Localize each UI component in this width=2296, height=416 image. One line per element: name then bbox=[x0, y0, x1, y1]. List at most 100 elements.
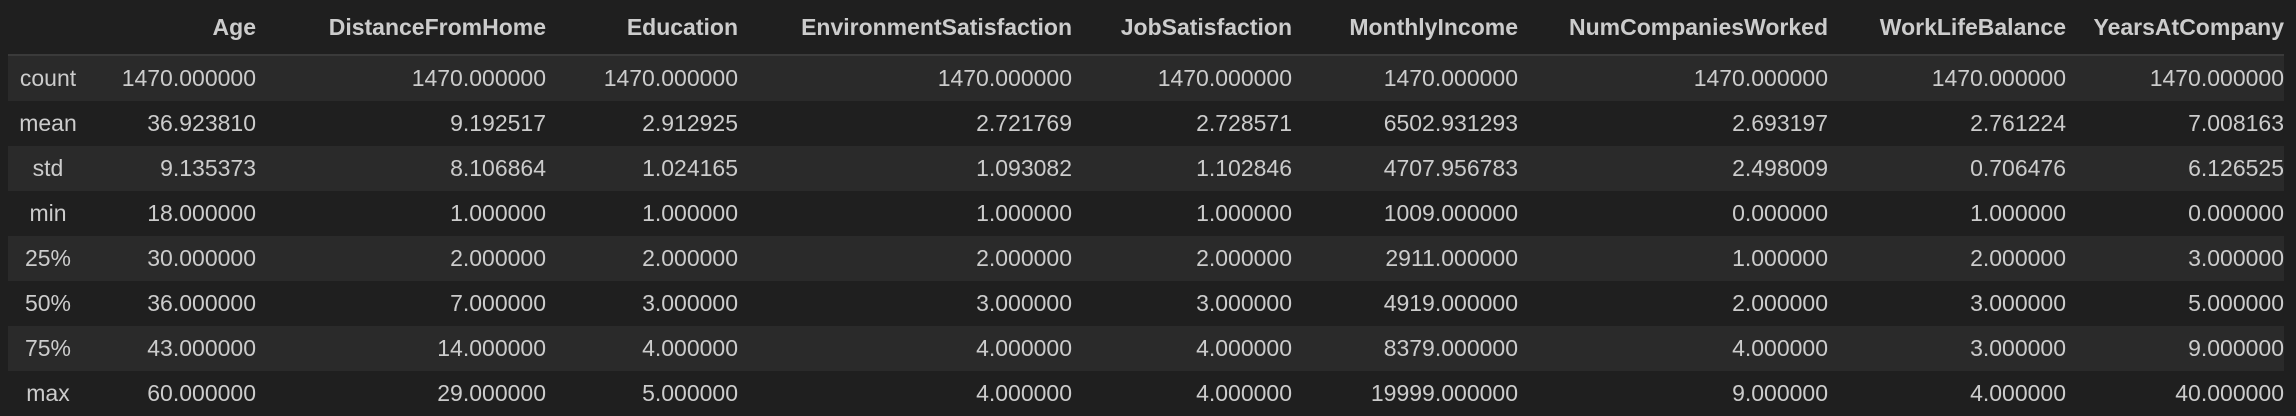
row-index-label: 50% bbox=[24, 290, 72, 316]
column-header-work-life-balance: WorkLifeBalance bbox=[1828, 0, 2066, 56]
row-index-label: 75% bbox=[24, 335, 72, 361]
table-cell: 36.923810 bbox=[147, 110, 256, 136]
table-cell: 0.000000 bbox=[2188, 200, 2284, 226]
table-cell: 4.000000 bbox=[976, 380, 1072, 406]
table-cell: 1470.000000 bbox=[1383, 65, 1518, 91]
table-cell: 8.106864 bbox=[450, 155, 546, 181]
table-cell: 1470.000000 bbox=[1693, 65, 1828, 91]
table-cell: 2.912925 bbox=[642, 110, 738, 136]
table-row: std 9.135373 8.106864 1.024165 1.093082 1.102… bbox=[8, 146, 2284, 191]
row-index-label: mean bbox=[19, 110, 77, 136]
table-cell: 1470.000000 bbox=[411, 65, 546, 91]
table-cell: 4.000000 bbox=[1196, 335, 1292, 361]
table-cell: 0.000000 bbox=[1732, 200, 1828, 226]
table-row: 50% 36.000000 7.000000 3.000000 3.000000 3.00… bbox=[8, 281, 2284, 326]
table-cell: 3.000000 bbox=[2188, 245, 2284, 271]
table-cell: 9.000000 bbox=[1732, 380, 1828, 406]
table-cell: 1470.000000 bbox=[121, 65, 256, 91]
table-cell: 2.721769 bbox=[976, 110, 1072, 136]
table-cell: 5.000000 bbox=[2188, 290, 2284, 316]
table-cell: 2.000000 bbox=[976, 245, 1072, 271]
table-row: count 1470.000000 1470.000000 1470.000000 14… bbox=[8, 55, 2284, 101]
table-cell: 4707.956783 bbox=[1383, 155, 1518, 181]
table-cell: 29.000000 bbox=[437, 380, 546, 406]
column-header-age: Age bbox=[88, 0, 256, 56]
table-cell: 3.000000 bbox=[642, 290, 738, 316]
table-cell: 3.000000 bbox=[1196, 290, 1292, 316]
table-cell: 2.693197 bbox=[1732, 110, 1828, 136]
table-cell: 0.706476 bbox=[1970, 155, 2066, 181]
column-header-environment-satisfaction: EnvironmentSatisfaction bbox=[738, 0, 1072, 56]
table-cell: 2.000000 bbox=[450, 245, 546, 271]
table-cell: 4.000000 bbox=[642, 335, 738, 361]
row-index-label: max bbox=[26, 380, 70, 406]
table-cell: 14.000000 bbox=[437, 335, 546, 361]
table-cell: 8379.000000 bbox=[1383, 335, 1518, 361]
table-cell: 1.000000 bbox=[1732, 245, 1828, 271]
table-cell: 3.000000 bbox=[976, 290, 1072, 316]
table-row: mean 36.923810 9.192517 2.912925 2.721769 2.7… bbox=[8, 101, 2284, 146]
index-header bbox=[8, 0, 88, 56]
table-cell: 9.135373 bbox=[160, 155, 256, 181]
table-row: max 60.000000 29.000000 5.000000 4.000000 4.0… bbox=[8, 371, 2284, 416]
table-cell: 36.000000 bbox=[147, 290, 256, 316]
table-row: 75% 43.000000 14.000000 4.000000 4.000000 4.0… bbox=[8, 326, 2284, 371]
table-cell: 5.000000 bbox=[642, 380, 738, 406]
table-cell: 9.192517 bbox=[450, 110, 546, 136]
table-cell: 4.000000 bbox=[1970, 380, 2066, 406]
table-cell: 3.000000 bbox=[1970, 290, 2066, 316]
table-cell: 60.000000 bbox=[147, 380, 256, 406]
table-cell: 1009.000000 bbox=[1383, 200, 1518, 226]
table-cell: 19999.000000 bbox=[1370, 380, 1518, 406]
table-cell: 2.000000 bbox=[642, 245, 738, 271]
column-header-job-satisfaction: JobSatisfaction bbox=[1072, 0, 1292, 56]
column-header-distance-from-home: DistanceFromHome bbox=[256, 0, 546, 56]
table-cell: 2.761224 bbox=[1970, 110, 2066, 136]
table-cell: 1.102846 bbox=[1196, 155, 1292, 181]
table-cell: 3.000000 bbox=[1970, 335, 2066, 361]
table-cell: 1.093082 bbox=[976, 155, 1072, 181]
table-cell: 1.024165 bbox=[642, 155, 738, 181]
column-header-education: Education bbox=[546, 0, 738, 56]
describe-table: Age DistanceFromHome Education Environme… bbox=[8, 0, 2284, 416]
table-cell: 2.498009 bbox=[1732, 155, 1828, 181]
table-cell: 7.000000 bbox=[450, 290, 546, 316]
table-cell: 1470.000000 bbox=[603, 65, 738, 91]
table-cell: 18.000000 bbox=[147, 200, 256, 226]
table-cell: 1.000000 bbox=[450, 200, 546, 226]
table-cell: 1470.000000 bbox=[937, 65, 1072, 91]
table-cell: 1470.000000 bbox=[2149, 65, 2284, 91]
table-cell: 2.000000 bbox=[1196, 245, 1292, 271]
table-cell: 30.000000 bbox=[147, 245, 256, 271]
table-cell: 43.000000 bbox=[147, 335, 256, 361]
table-row: min 18.000000 1.000000 1.000000 1.000000 1.00… bbox=[8, 191, 2284, 236]
column-header-monthly-income: MonthlyIncome bbox=[1292, 0, 1518, 56]
table-cell: 1.000000 bbox=[642, 200, 738, 226]
table-cell: 2.000000 bbox=[1970, 245, 2066, 271]
table-header: Age DistanceFromHome Education Environme… bbox=[8, 0, 2284, 56]
table-cell: 2.000000 bbox=[1732, 290, 1828, 316]
table-cell: 1.000000 bbox=[976, 200, 1072, 226]
header-row: Age DistanceFromHome Education Environme… bbox=[8, 0, 2284, 56]
table-cell: 2911.000000 bbox=[1385, 245, 1518, 271]
table-cell: 6.126525 bbox=[2188, 155, 2284, 181]
table-body: count 1470.000000 1470.000000 1470.000000 14… bbox=[8, 55, 2284, 416]
table-cell: 1.000000 bbox=[1196, 200, 1292, 226]
table-cell: 9.000000 bbox=[2188, 335, 2284, 361]
table-cell: 4.000000 bbox=[1732, 335, 1828, 361]
row-index-label: count bbox=[19, 65, 77, 91]
table-cell: 2.728571 bbox=[1196, 110, 1292, 136]
table-cell: 7.008163 bbox=[2188, 110, 2284, 136]
row-index-label: std bbox=[32, 155, 64, 181]
table-cell: 1470.000000 bbox=[1157, 65, 1292, 91]
table-cell: 4919.000000 bbox=[1383, 290, 1518, 316]
row-index-label: 25% bbox=[24, 245, 72, 271]
column-header-num-companies-worked: NumCompaniesWorked bbox=[1518, 0, 1828, 56]
row-index-label: min bbox=[29, 200, 67, 226]
table-cell: 4.000000 bbox=[1196, 380, 1292, 406]
table-cell: 1.000000 bbox=[1970, 200, 2066, 226]
table-row: 25% 30.000000 2.000000 2.000000 2.000000 2.00… bbox=[8, 236, 2284, 281]
column-header-years-at-company: YearsAtCompany bbox=[2066, 0, 2284, 56]
table-cell: 40.000000 bbox=[2175, 380, 2284, 406]
